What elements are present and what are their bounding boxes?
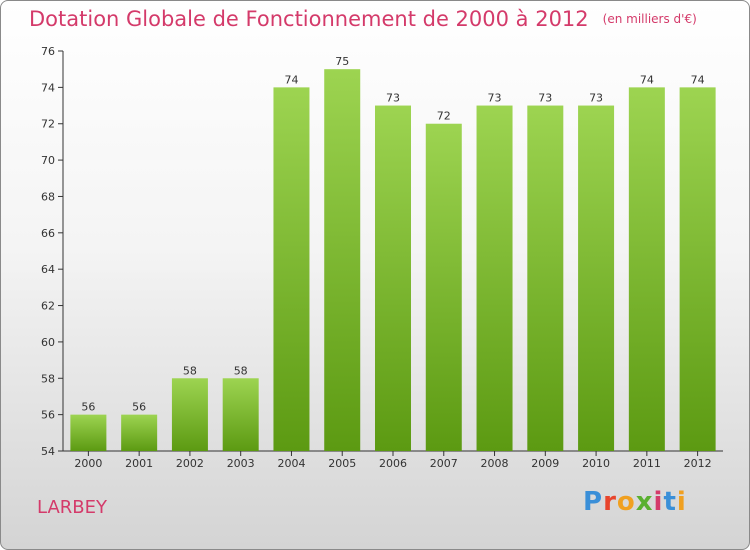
data-label-2006: 73 [386, 92, 400, 105]
y-tick-label: 66 [41, 227, 55, 240]
x-tick-label: 2000 [74, 457, 102, 470]
y-tick-label: 70 [41, 154, 55, 167]
y-tick-label: 72 [41, 118, 55, 131]
logo-letter: i [676, 487, 687, 517]
chart-title: Dotation Globale de Fonctionnement de 20… [29, 7, 697, 31]
y-tick-label: 58 [41, 372, 55, 385]
data-label-2008: 73 [488, 92, 502, 105]
x-tick-label: 2005 [328, 457, 356, 470]
y-tick-label: 76 [41, 45, 55, 58]
y-tick-label: 74 [41, 81, 55, 94]
logo-letter: i [653, 487, 664, 517]
x-tick-label: 2001 [125, 457, 153, 470]
data-label-2009: 73 [538, 92, 552, 105]
y-tick-label: 54 [41, 445, 55, 458]
bar-2001 [121, 414, 158, 451]
x-tick-label: 2012 [684, 457, 712, 470]
y-tick-label: 64 [41, 263, 55, 276]
bar-2011 [628, 87, 665, 451]
logo-letter: P [583, 487, 604, 517]
bar-2006 [375, 105, 411, 451]
chart-labels: 56 56 58 58 74 75 73 72 73 73 73 74 74 [81, 55, 704, 413]
x-tick-label: 2009 [531, 457, 559, 470]
y-tick-label: 62 [41, 300, 55, 313]
bar-2004 [273, 87, 310, 451]
x-tick-label: 2011 [633, 457, 661, 470]
x-tick-label: 2010 [582, 457, 610, 470]
logo-letter: r [603, 487, 617, 517]
x-tick-label: 2004 [277, 457, 305, 470]
data-label-2001: 56 [132, 401, 146, 414]
bar-2003 [222, 378, 259, 451]
x-tick-label: 2003 [227, 457, 255, 470]
logo-letter: x [635, 487, 654, 517]
data-label-2004: 74 [284, 73, 298, 86]
y-tick-label: 68 [41, 190, 55, 203]
x-tick-label: 2008 [481, 457, 509, 470]
bar-2007 [425, 123, 462, 452]
chart-unit: (en milliers d'€) [602, 12, 697, 26]
data-label-2010: 73 [589, 92, 603, 105]
data-label-2000: 56 [81, 401, 95, 414]
bar-2000 [70, 414, 107, 451]
data-label-2011: 74 [640, 73, 654, 86]
chart-axes: 54 56 58 60 62 64 66 68 70 72 74 76 2000 2001 2002 2003… [41, 45, 723, 470]
y-tick-label: 56 [41, 409, 55, 422]
x-tick-label: 2007 [430, 457, 458, 470]
logo-letter: o [616, 487, 636, 517]
proxiti-logo[interactable]: Proxiti [583, 487, 687, 517]
bar-2008 [476, 105, 513, 451]
data-label-2005: 75 [335, 55, 349, 68]
bar-2012 [679, 87, 716, 451]
chart-bars [70, 69, 716, 452]
data-label-2007: 72 [437, 110, 451, 123]
bar-2010 [578, 105, 615, 451]
commune-name: LARBEY [37, 497, 107, 518]
data-label-2012: 74 [691, 73, 705, 86]
y-tick-label: 60 [41, 336, 55, 349]
bar-2005 [324, 69, 361, 451]
logo-letter: t [663, 487, 677, 517]
data-label-2002: 58 [183, 364, 197, 377]
bar-2009 [527, 105, 564, 451]
x-tick-label: 2002 [176, 457, 204, 470]
x-tick-label: 2006 [379, 457, 407, 470]
chart-title-text: Dotation Globale de Fonctionnement de 20… [29, 7, 589, 31]
bar-2002 [171, 378, 208, 451]
data-label-2003: 58 [234, 364, 248, 377]
